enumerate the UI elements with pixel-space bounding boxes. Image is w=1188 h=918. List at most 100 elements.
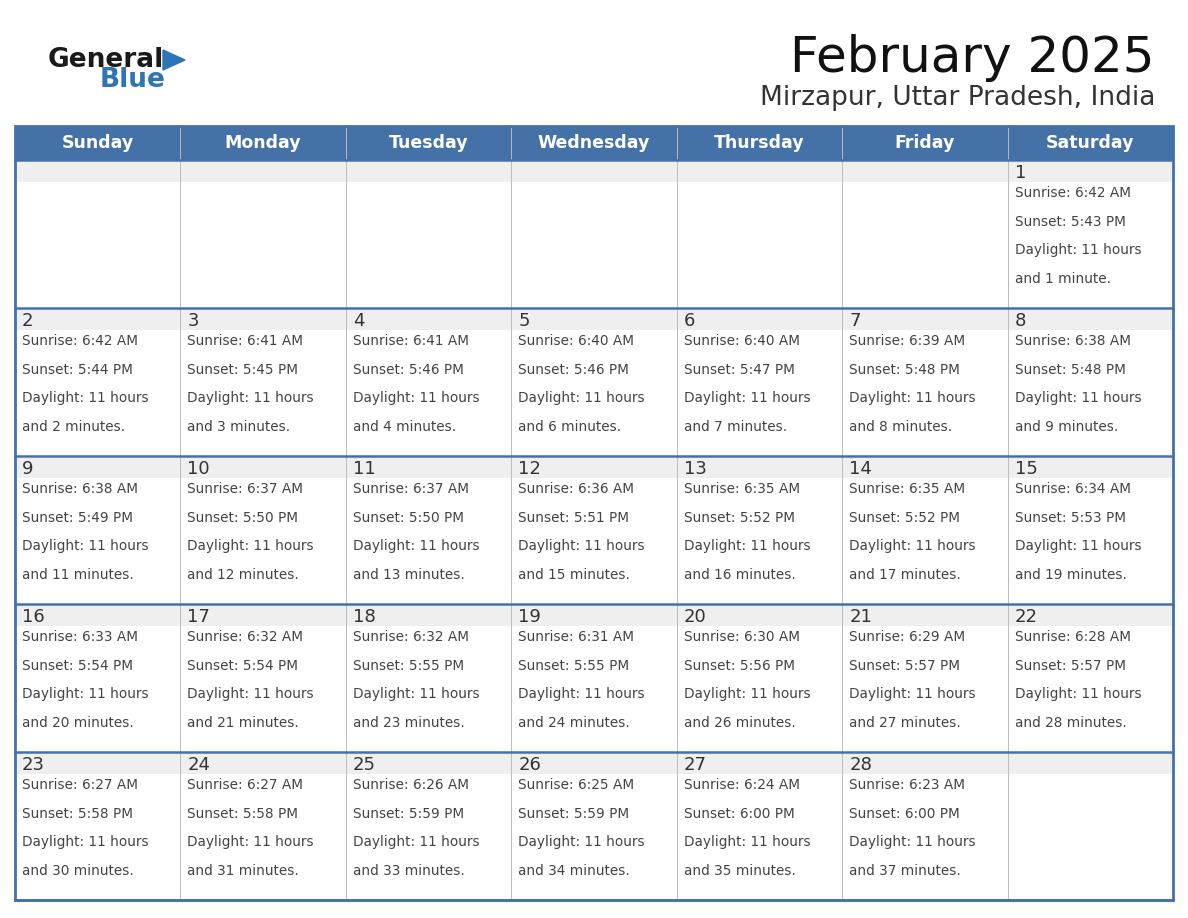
Bar	[15, 308, 1173, 330]
Text: 18: 18	[353, 608, 375, 626]
Text: Daylight: 11 hours: Daylight: 11 hours	[188, 391, 314, 405]
Text: 23: 23	[23, 756, 45, 774]
Text: and 11 minutes.: and 11 minutes.	[23, 567, 134, 582]
Text: 15: 15	[1015, 460, 1037, 478]
Text: Daylight: 11 hours: Daylight: 11 hours	[684, 835, 810, 849]
Text: Sunset: 5:45 PM: Sunset: 5:45 PM	[188, 363, 298, 376]
Text: 7: 7	[849, 312, 860, 330]
Text: 11: 11	[353, 460, 375, 478]
Text: Daylight: 11 hours: Daylight: 11 hours	[849, 391, 975, 405]
Text: Sunrise: 6:32 AM: Sunrise: 6:32 AM	[188, 630, 303, 644]
Text: 10: 10	[188, 460, 210, 478]
Bar	[15, 752, 1173, 900]
Text: Daylight: 11 hours: Daylight: 11 hours	[684, 688, 810, 701]
Text: Sunrise: 6:40 AM: Sunrise: 6:40 AM	[684, 334, 800, 348]
Text: Daylight: 11 hours: Daylight: 11 hours	[1015, 539, 1142, 554]
Text: Daylight: 11 hours: Daylight: 11 hours	[353, 391, 480, 405]
Text: Sunset: 5:55 PM: Sunset: 5:55 PM	[518, 658, 630, 673]
Text: Sunrise: 6:33 AM: Sunrise: 6:33 AM	[23, 630, 138, 644]
Text: Friday: Friday	[895, 134, 955, 152]
Text: Sunset: 5:53 PM: Sunset: 5:53 PM	[1015, 510, 1125, 524]
Bar	[15, 160, 1173, 182]
Text: Sunset: 5:48 PM: Sunset: 5:48 PM	[1015, 363, 1125, 376]
Text: 9: 9	[23, 460, 33, 478]
Text: and 31 minutes.: and 31 minutes.	[188, 864, 299, 878]
Text: and 27 minutes.: and 27 minutes.	[849, 716, 961, 730]
Text: Sunrise: 6:38 AM: Sunrise: 6:38 AM	[1015, 334, 1131, 348]
Bar	[15, 456, 1173, 604]
Bar	[15, 456, 1173, 478]
Text: Sunrise: 6:42 AM: Sunrise: 6:42 AM	[23, 334, 138, 348]
Text: Sunrise: 6:26 AM: Sunrise: 6:26 AM	[353, 778, 469, 792]
Text: and 19 minutes.: and 19 minutes.	[1015, 567, 1126, 582]
Text: Daylight: 11 hours: Daylight: 11 hours	[23, 835, 148, 849]
Text: Sunrise: 6:37 AM: Sunrise: 6:37 AM	[188, 482, 303, 496]
Bar	[15, 752, 1173, 774]
Text: Daylight: 11 hours: Daylight: 11 hours	[353, 539, 480, 554]
Text: Sunrise: 6:39 AM: Sunrise: 6:39 AM	[849, 334, 966, 348]
Bar	[15, 308, 1173, 456]
Bar	[15, 604, 1173, 752]
Text: 13: 13	[684, 460, 707, 478]
Text: and 13 minutes.: and 13 minutes.	[353, 567, 465, 582]
Text: and 9 minutes.: and 9 minutes.	[1015, 420, 1118, 433]
Text: Daylight: 11 hours: Daylight: 11 hours	[849, 539, 975, 554]
Text: Sunrise: 6:34 AM: Sunrise: 6:34 AM	[1015, 482, 1131, 496]
Text: Sunrise: 6:38 AM: Sunrise: 6:38 AM	[23, 482, 138, 496]
Text: 27: 27	[684, 756, 707, 774]
Text: and 21 minutes.: and 21 minutes.	[188, 716, 299, 730]
Text: Sunrise: 6:30 AM: Sunrise: 6:30 AM	[684, 630, 800, 644]
Text: 17: 17	[188, 608, 210, 626]
Text: 12: 12	[518, 460, 542, 478]
Text: Saturday: Saturday	[1047, 134, 1135, 152]
Text: Sunrise: 6:28 AM: Sunrise: 6:28 AM	[1015, 630, 1131, 644]
Text: Sunset: 5:52 PM: Sunset: 5:52 PM	[849, 510, 960, 524]
Text: Sunset: 5:48 PM: Sunset: 5:48 PM	[849, 363, 960, 376]
Text: Blue: Blue	[100, 67, 166, 93]
Text: and 16 minutes.: and 16 minutes.	[684, 567, 796, 582]
Text: Sunrise: 6:41 AM: Sunrise: 6:41 AM	[353, 334, 469, 348]
Text: Sunset: 5:44 PM: Sunset: 5:44 PM	[23, 363, 133, 376]
Text: and 3 minutes.: and 3 minutes.	[188, 420, 291, 433]
Text: Sunrise: 6:35 AM: Sunrise: 6:35 AM	[849, 482, 966, 496]
Text: Sunset: 5:57 PM: Sunset: 5:57 PM	[849, 658, 960, 673]
Text: and 4 minutes.: and 4 minutes.	[353, 420, 456, 433]
Text: Sunrise: 6:35 AM: Sunrise: 6:35 AM	[684, 482, 800, 496]
Text: and 7 minutes.: and 7 minutes.	[684, 420, 786, 433]
Text: Sunset: 5:56 PM: Sunset: 5:56 PM	[684, 658, 795, 673]
Text: 21: 21	[849, 608, 872, 626]
Text: Sunset: 6:00 PM: Sunset: 6:00 PM	[684, 807, 795, 821]
Text: Daylight: 11 hours: Daylight: 11 hours	[188, 688, 314, 701]
Bar	[15, 126, 1173, 900]
Text: Sunset: 5:59 PM: Sunset: 5:59 PM	[518, 807, 630, 821]
Text: Sunset: 5:49 PM: Sunset: 5:49 PM	[23, 510, 133, 524]
Text: Daylight: 11 hours: Daylight: 11 hours	[518, 688, 645, 701]
Text: and 30 minutes.: and 30 minutes.	[23, 864, 134, 878]
Text: 2: 2	[23, 312, 33, 330]
Text: and 17 minutes.: and 17 minutes.	[849, 567, 961, 582]
Text: Sunset: 5:54 PM: Sunset: 5:54 PM	[188, 658, 298, 673]
Text: 28: 28	[849, 756, 872, 774]
Text: Sunset: 5:43 PM: Sunset: 5:43 PM	[1015, 215, 1125, 229]
Text: 6: 6	[684, 312, 695, 330]
Text: Sunrise: 6:40 AM: Sunrise: 6:40 AM	[518, 334, 634, 348]
Text: Sunrise: 6:36 AM: Sunrise: 6:36 AM	[518, 482, 634, 496]
Text: and 2 minutes.: and 2 minutes.	[23, 420, 125, 433]
Bar	[15, 604, 1173, 626]
Text: Wednesday: Wednesday	[538, 134, 650, 152]
Text: and 1 minute.: and 1 minute.	[1015, 272, 1111, 285]
Text: Sunset: 5:55 PM: Sunset: 5:55 PM	[353, 658, 465, 673]
Text: and 37 minutes.: and 37 minutes.	[849, 864, 961, 878]
Text: and 26 minutes.: and 26 minutes.	[684, 716, 796, 730]
Text: Sunrise: 6:27 AM: Sunrise: 6:27 AM	[188, 778, 303, 792]
Text: Sunset: 5:46 PM: Sunset: 5:46 PM	[353, 363, 463, 376]
Text: General: General	[48, 47, 164, 73]
Text: Sunset: 5:46 PM: Sunset: 5:46 PM	[518, 363, 630, 376]
Text: and 15 minutes.: and 15 minutes.	[518, 567, 630, 582]
Text: Sunset: 6:00 PM: Sunset: 6:00 PM	[849, 807, 960, 821]
Text: 19: 19	[518, 608, 542, 626]
Text: 4: 4	[353, 312, 365, 330]
Text: Daylight: 11 hours: Daylight: 11 hours	[23, 391, 148, 405]
Text: Sunday: Sunday	[62, 134, 134, 152]
Text: and 8 minutes.: and 8 minutes.	[849, 420, 953, 433]
